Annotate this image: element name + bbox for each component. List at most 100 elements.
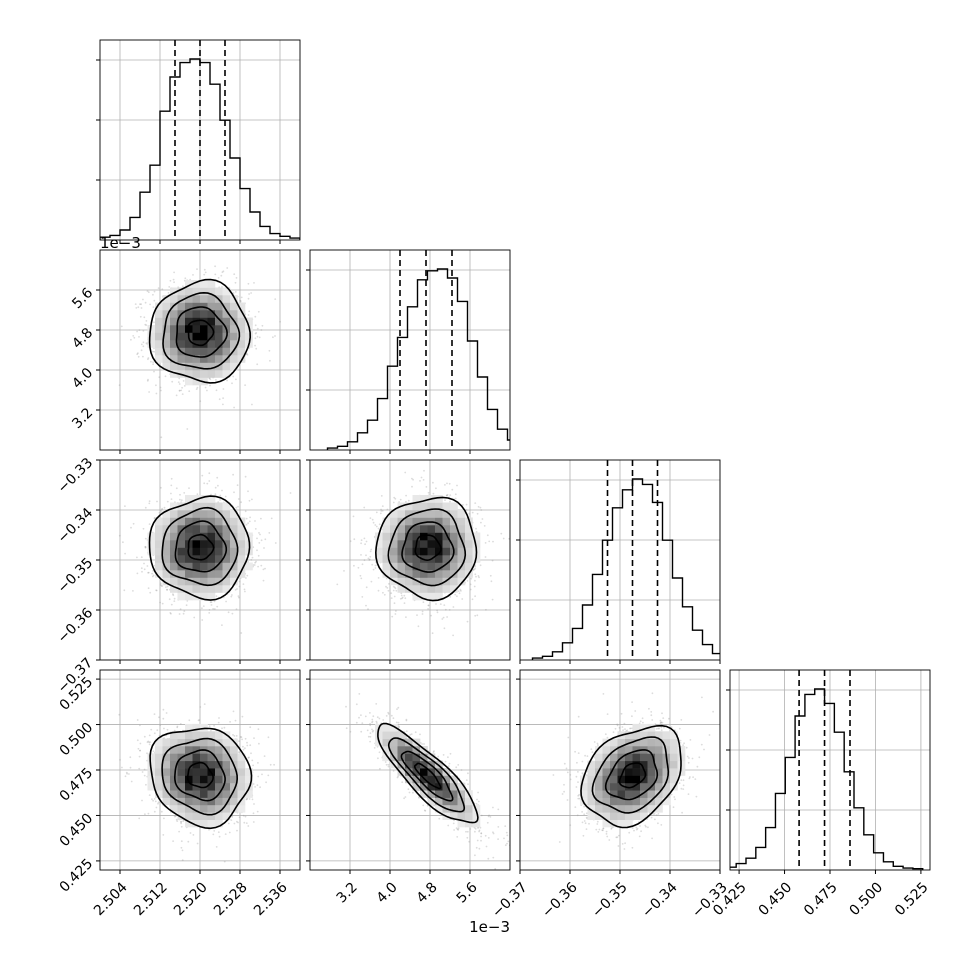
scatter-point: [246, 574, 249, 577]
density-cell: [200, 325, 208, 333]
scatter-point: [254, 561, 256, 564]
scatter-point: [260, 539, 263, 542]
scatter-point: [218, 398, 221, 401]
scatter-point: [237, 498, 240, 500]
density-cell: [170, 287, 178, 296]
scatter-point: [178, 383, 181, 385]
scatter-point: [370, 548, 373, 551]
density-cell: [200, 295, 208, 303]
density-cell: [222, 287, 231, 296]
scatter-point: [216, 476, 219, 479]
scatter-point: [474, 595, 476, 598]
density-cell: [382, 570, 391, 578]
density-cell: [207, 347, 216, 356]
density-cell: [222, 532, 231, 541]
density-cell: [375, 555, 383, 563]
scatter-point: [120, 325, 123, 328]
density-cell: [207, 547, 216, 556]
scatter-point: [132, 522, 135, 525]
scatter-point: [231, 594, 233, 596]
density-cell: [230, 540, 238, 548]
density-cell: [215, 310, 223, 318]
density-cell: [192, 570, 201, 578]
scatter-point: [180, 389, 183, 392]
density-cell: [215, 302, 223, 311]
contour-level: [174, 520, 228, 573]
density-cell: [200, 347, 208, 356]
density-cell: [207, 592, 216, 601]
density-cell: [405, 570, 413, 578]
panel-content: [310, 460, 510, 660]
density-cell: [192, 280, 201, 288]
density-cell: [397, 577, 406, 586]
scatter-point: [155, 384, 157, 387]
density-cell: [390, 570, 398, 578]
density-cell: [162, 517, 171, 526]
scatter-point: [359, 574, 362, 577]
density-cell: [215, 555, 223, 563]
scatter-point: [140, 567, 143, 570]
density-cell: [177, 547, 186, 556]
density-cell: [237, 355, 246, 363]
density-cell: [420, 510, 428, 518]
scatter-point: [484, 556, 487, 558]
density-cell: [405, 502, 413, 511]
scatter-point: [392, 589, 395, 592]
scatter-point: [239, 300, 242, 303]
panel-0-0: [96, 39, 301, 244]
scatter-point: [140, 307, 143, 309]
density-cell: [147, 332, 156, 341]
scatter-point: [256, 327, 259, 330]
scatter-point: [257, 565, 259, 568]
density-cell: [155, 325, 163, 333]
density-cell: [237, 555, 246, 563]
density-cell: [382, 532, 391, 541]
scatter-point: [148, 502, 151, 505]
scatter-point: [203, 273, 206, 276]
scatter-point: [206, 482, 209, 485]
scatter-point: [442, 616, 445, 619]
scatter-point: [405, 616, 407, 618]
scatter-point: [160, 389, 162, 392]
scatter-point: [466, 580, 469, 582]
scatter-point: [182, 380, 185, 382]
scatter-point: [152, 306, 155, 308]
density-cell: [215, 332, 223, 341]
density-cell: [427, 592, 436, 601]
scatter-point: [419, 480, 421, 482]
density-cell: [237, 570, 246, 578]
density-cell: [170, 555, 178, 563]
density-cell: [207, 495, 216, 503]
scatter-point: [149, 591, 152, 594]
scatter-point: [215, 379, 217, 381]
scatter-point: [475, 527, 477, 530]
density-cell: [192, 532, 201, 541]
scatter-point: [142, 341, 145, 344]
scatter-point: [255, 560, 257, 563]
scatter-point: [156, 500, 158, 503]
density-cell: [177, 287, 186, 296]
density-cell: [185, 502, 193, 511]
scatter-point: [289, 492, 292, 494]
scatter-point: [214, 486, 217, 489]
scatter-point: [142, 330, 145, 332]
scatter-point: [382, 591, 384, 594]
scatter-point: [375, 525, 378, 528]
density-cell: [420, 525, 428, 533]
scatter-point: [449, 494, 452, 496]
scatter-point: [269, 359, 271, 362]
density-cell: [420, 502, 428, 511]
scatter-point: [247, 561, 250, 563]
scatter-point: [268, 532, 271, 534]
scatter-point: [257, 310, 260, 313]
scatter-point: [446, 482, 448, 485]
scatter-point: [441, 618, 444, 620]
scatter-point: [251, 498, 253, 501]
scatter-point: [140, 343, 143, 346]
scatter-point: [169, 612, 172, 614]
density-cell: [185, 340, 193, 348]
scatter-point: [226, 379, 229, 382]
scatter-point: [232, 375, 235, 378]
scatter-point: [435, 603, 437, 605]
scatter-point: [466, 620, 469, 623]
